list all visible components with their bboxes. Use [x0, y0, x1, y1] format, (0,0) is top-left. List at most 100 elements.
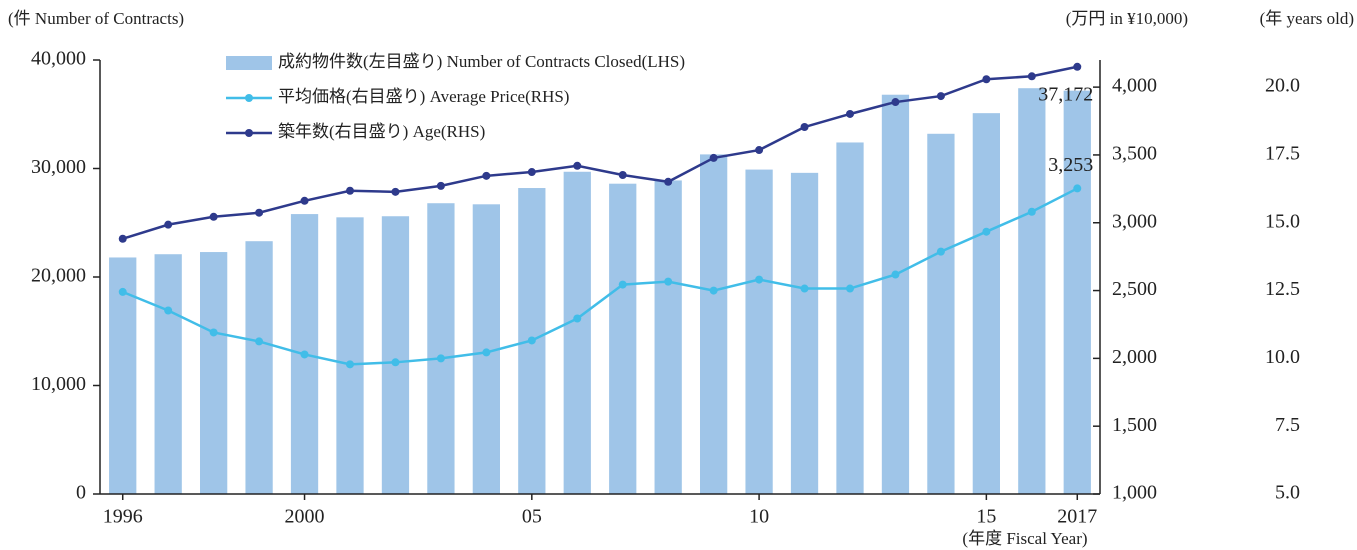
y2-tick-label: 2,500: [1112, 278, 1157, 300]
bar: [1063, 90, 1091, 494]
data-label: 37,172: [1038, 83, 1093, 105]
bar: [700, 154, 728, 494]
point: [300, 196, 309, 205]
y3-tick-label: 20.0: [1265, 75, 1300, 97]
legend-swatch: [226, 56, 272, 70]
point: [482, 348, 491, 357]
legend-label: 成約物件数(左目盛り) Number of Contracts Closed(L…: [278, 52, 685, 71]
point: [346, 360, 354, 369]
point: [300, 350, 309, 359]
legend-label: 築年数(右目盛り) Age(RHS): [278, 122, 485, 141]
point: [391, 358, 400, 367]
y-axis-label: (件 Number of Contracts): [8, 9, 184, 28]
y-tick-label: 40,000: [31, 48, 86, 70]
point: [936, 247, 945, 256]
legend-swatch: [245, 94, 253, 102]
bar: [881, 94, 910, 494]
y3-tick-label: 15.0: [1265, 210, 1300, 232]
point: [982, 75, 991, 84]
bar: [927, 133, 955, 494]
point: [164, 220, 173, 229]
point: [1073, 184, 1082, 193]
point: [1073, 62, 1082, 71]
bar: [1018, 88, 1046, 495]
point: [846, 109, 854, 118]
point: [482, 171, 491, 180]
point: [664, 277, 673, 286]
bar: [836, 142, 864, 494]
y3-tick-label: 12.5: [1265, 278, 1300, 300]
bar: [654, 180, 682, 494]
point: [618, 171, 627, 180]
point: [800, 122, 809, 131]
y3-tick-label: 17.5: [1265, 143, 1300, 165]
point: [618, 280, 627, 289]
point: [1027, 207, 1036, 216]
point: [209, 212, 218, 221]
bar: [745, 169, 773, 494]
point: [164, 306, 173, 315]
point: [891, 270, 900, 279]
bar: [563, 171, 591, 494]
point: [255, 337, 264, 346]
point: [346, 186, 354, 195]
x-tick-label: 2017: [1057, 506, 1097, 528]
bar: [200, 252, 228, 494]
point: [982, 227, 991, 236]
point: [891, 98, 900, 107]
y-tick-label: 10,000: [31, 373, 86, 395]
bar: [427, 203, 455, 494]
point: [436, 354, 445, 363]
bar: [381, 216, 410, 495]
point: [1027, 72, 1036, 81]
x-tick-label: 05: [522, 506, 542, 528]
y2-tick-label: 3,000: [1112, 210, 1157, 232]
point: [527, 336, 536, 345]
y2-tick-label: 1,000: [1112, 482, 1157, 504]
point: [255, 208, 264, 217]
point: [755, 275, 764, 284]
line: [122, 187, 1078, 366]
point: [118, 234, 127, 243]
y-tick-label: 0: [76, 482, 86, 504]
y2-tick-label: 4,000: [1112, 75, 1157, 97]
y3-axis-label: (年 years old): [1260, 9, 1354, 28]
point: [936, 92, 945, 101]
y2-tick-label: 1,500: [1112, 414, 1157, 436]
bar: [790, 172, 819, 494]
point: [755, 146, 764, 155]
legend-swatch: [245, 129, 253, 137]
y2-tick-label: 2,000: [1112, 346, 1157, 368]
y2-axis-label: (万円 in ¥10,000): [1066, 9, 1188, 28]
point: [709, 286, 718, 295]
data-label: 3,253: [1048, 154, 1093, 176]
y-tick-label: 20,000: [31, 265, 86, 287]
line: [122, 65, 1078, 240]
point: [573, 314, 582, 323]
point: [800, 284, 809, 293]
point: [118, 287, 127, 296]
y3-tick-label: 7.5: [1275, 414, 1300, 436]
bar: [609, 183, 637, 494]
point: [436, 181, 445, 190]
x-tick-label: 15: [976, 506, 996, 528]
point: [391, 187, 400, 196]
point: [846, 284, 854, 293]
y3-tick-label: 5.0: [1275, 482, 1300, 504]
bar: [154, 254, 182, 494]
x-tick-label: 2000: [285, 506, 325, 528]
y-tick-label: 30,000: [31, 156, 86, 178]
bar: [336, 217, 364, 494]
bar: [245, 241, 273, 494]
point: [209, 328, 218, 337]
point: [664, 177, 673, 186]
x-tick-label: 1996: [103, 506, 143, 528]
point: [527, 168, 536, 177]
y2-tick-label: 3,500: [1112, 143, 1157, 165]
x-tick-label: 10: [749, 506, 769, 528]
bar: [972, 113, 1000, 494]
point: [573, 161, 582, 170]
point: [709, 153, 718, 162]
y3-tick-label: 10.0: [1265, 346, 1300, 368]
